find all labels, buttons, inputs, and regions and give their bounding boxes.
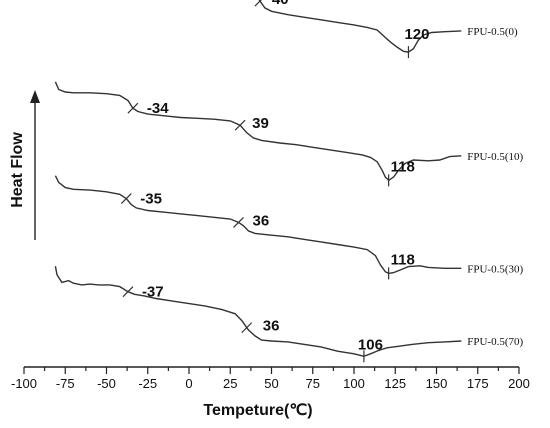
annotation-label: 118 [391, 251, 415, 268]
x-tick-label: 150 [426, 376, 448, 391]
annotation-label: 106 [358, 336, 383, 353]
transition-marker [254, 0, 262, 7]
curves-layer [54, 0, 462, 358]
y-axis-arrow [30, 90, 40, 240]
annotation-label: -37 [142, 284, 164, 301]
x-tick-label: -75 [56, 376, 75, 391]
x-tick-label: 175 [467, 376, 489, 391]
series-line-3 [54, 175, 462, 275]
transition-marker [122, 286, 134, 298]
y-axis-title: Heat Flow [9, 132, 26, 208]
transition-marker [241, 322, 253, 334]
transition-marker [234, 119, 246, 131]
annotation-label: 118 [391, 158, 415, 175]
annotation-label: 36 [263, 318, 280, 335]
series-name-4: FPU-0.5(70) [467, 336, 523, 348]
x-tick-label: -100 [11, 376, 37, 391]
x-tick-label: 100 [343, 376, 365, 391]
series-line-2 [54, 81, 462, 182]
annotation-label: 39 [252, 115, 269, 132]
series-line-1 [258, 0, 462, 53]
series-labels-layer: FPU-0.5(0) FPU-0.5(10) FPU-0.5(30) FPU-0.5(… [467, 26, 523, 348]
transition-marker [120, 193, 132, 205]
x-tick-label: 125 [384, 376, 406, 391]
x-tick-label: 25 [223, 376, 237, 391]
x-tick-label: 0 [185, 376, 192, 391]
series-name-3: FPU-0.5(30) [467, 263, 523, 275]
annotation-label: -35 [140, 191, 162, 208]
x-tick-label: 200 [508, 376, 530, 391]
x-tick-label: -25 [138, 376, 157, 391]
x-axis-title: Tempeture(℃) [203, 402, 312, 419]
transition-marker [233, 216, 244, 228]
series-line-4 [54, 266, 462, 358]
x-tick-label: -50 [97, 376, 116, 391]
annotation-label: 120 [404, 26, 429, 43]
x-tick-label: 75 [306, 376, 320, 391]
annotation-label: -34 [147, 100, 169, 117]
annotation-label: 36 [253, 212, 270, 229]
transition-marker [127, 102, 139, 114]
arrow-up-icon [30, 90, 40, 103]
annotation-label: 40 [272, 0, 289, 8]
series-name-1: FPU-0.5(0) [467, 26, 518, 38]
x-axis: -100 -75 -50 -25 0 25 50 75 100 125 150 175 200 [11, 366, 530, 391]
series-name-2: FPU-0.5(10) [467, 151, 523, 163]
markers-layer [120, 0, 410, 363]
x-tick-label: 50 [264, 376, 278, 391]
